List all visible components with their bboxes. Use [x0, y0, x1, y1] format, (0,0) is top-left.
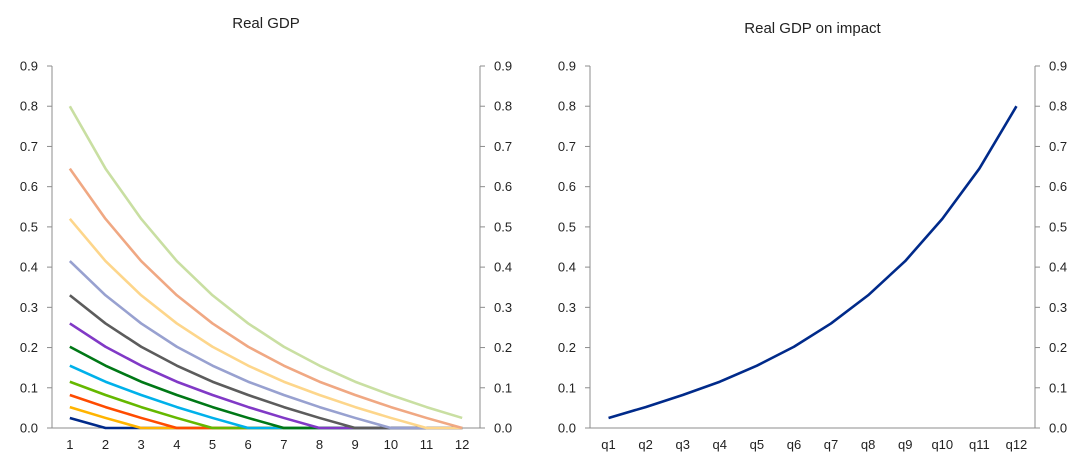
x-tick-label: q2 — [638, 437, 652, 452]
x-tick-label: q12 — [1006, 437, 1028, 452]
x-tick-label: 11 — [420, 437, 434, 452]
x-tick-label: 1 — [66, 437, 73, 452]
x-tick-label: q10 — [931, 437, 953, 452]
y-tick-label-left: 0.8 — [20, 99, 38, 114]
series-line-1 — [608, 105, 1018, 420]
y-tick-label-right: 0.8 — [494, 99, 512, 114]
y-tick-label-left: 0.7 — [20, 139, 38, 154]
x-tick-label: 7 — [280, 437, 287, 452]
x-tick-label: 6 — [245, 437, 252, 452]
x-tick-label: q5 — [750, 437, 764, 452]
chart-title: Real GDP on impact — [744, 20, 881, 37]
y-tick-label-left: 0.5 — [558, 219, 576, 234]
y-tick-label-left: 0.1 — [20, 380, 38, 395]
chart-panel-2: Real GDP on impact 0.0 0.0 0.1 0.1 0.2 0.2 0.3 0… — [558, 20, 1067, 452]
y-tick-label-right: 0.7 — [494, 139, 512, 154]
y-tick-label-right: 0.4 — [1049, 260, 1067, 275]
x-tick-label: 2 — [102, 437, 109, 452]
y-tick-label-right: 0.1 — [494, 380, 512, 395]
y-tick-label-left: 0.3 — [558, 300, 576, 315]
x-tick-label: q9 — [898, 437, 912, 452]
y-tick-label-right: 0.5 — [1049, 219, 1067, 234]
chart-panel-1: Real GDP 0.0 0.0 0.1 0.1 0.2 0.2 0.3 0.3 0.4 0.4 0.… — [20, 15, 512, 452]
chart-title: Real GDP — [232, 15, 300, 32]
y-tick-label-left: 0.2 — [20, 340, 38, 355]
x-tick-label: q8 — [861, 437, 875, 452]
y-tick-label-left: 0.6 — [558, 179, 576, 194]
y-tick-label-right: 0.8 — [1049, 99, 1067, 114]
y-tick-label-left: 0.4 — [20, 260, 38, 275]
y-tick-label-right: 0.7 — [1049, 139, 1067, 154]
x-tick-label: 9 — [352, 437, 359, 452]
x-tick-label: 12 — [455, 437, 469, 452]
series-line-10 — [68, 218, 463, 430]
y-tick-label-right: 0.6 — [1049, 179, 1067, 194]
x-tick-label: 10 — [384, 437, 398, 452]
x-tick-label: q11 — [969, 437, 990, 452]
y-tick-label-right: 0.2 — [1049, 340, 1067, 355]
x-tick-label: 3 — [138, 437, 145, 452]
x-tick-label: q3 — [675, 437, 689, 452]
x-tick-label: q1 — [601, 437, 615, 452]
y-tick-label-right: 0.3 — [1049, 300, 1067, 315]
y-tick-label-left: 0.9 — [558, 59, 576, 74]
y-tick-label-right: 0.0 — [494, 421, 512, 436]
y-tick-label-left: 0.1 — [558, 380, 576, 395]
x-tick-label: 8 — [316, 437, 323, 452]
y-tick-label-left: 0.9 — [20, 59, 38, 74]
y-tick-label-right: 0.9 — [1049, 59, 1067, 74]
y-tick-label-left: 0.8 — [558, 99, 576, 114]
y-tick-label-left: 0.2 — [558, 340, 576, 355]
y-tick-label-right: 0.9 — [494, 59, 512, 74]
y-tick-label-right: 0.6 — [494, 179, 512, 194]
series-line-11 — [68, 167, 463, 430]
series-line-12 — [68, 105, 463, 420]
y-tick-label-left: 0.5 — [20, 219, 38, 234]
x-tick-label: q7 — [824, 437, 838, 452]
y-tick-label-left: 0.7 — [558, 139, 576, 154]
x-tick-label: q4 — [713, 437, 727, 452]
y-tick-label-left: 0.0 — [20, 421, 38, 436]
y-tick-label-right: 0.2 — [494, 340, 512, 355]
y-tick-label-left: 0.4 — [558, 260, 576, 275]
y-tick-label-right: 0.3 — [494, 300, 512, 315]
y-tick-label-left: 0.6 — [20, 179, 38, 194]
x-tick-label: 4 — [173, 437, 180, 452]
y-tick-label-left: 0.0 — [558, 421, 576, 436]
x-tick-label: q6 — [787, 437, 801, 452]
y-tick-label-right: 0.5 — [494, 219, 512, 234]
y-tick-label-right: 0.1 — [1049, 380, 1067, 395]
y-tick-label-left: 0.3 — [20, 300, 38, 315]
x-tick-label: 5 — [209, 437, 216, 452]
series-line-9 — [68, 260, 463, 430]
y-tick-label-right: 0.4 — [494, 260, 512, 275]
y-tick-label-right: 0.0 — [1049, 421, 1067, 436]
